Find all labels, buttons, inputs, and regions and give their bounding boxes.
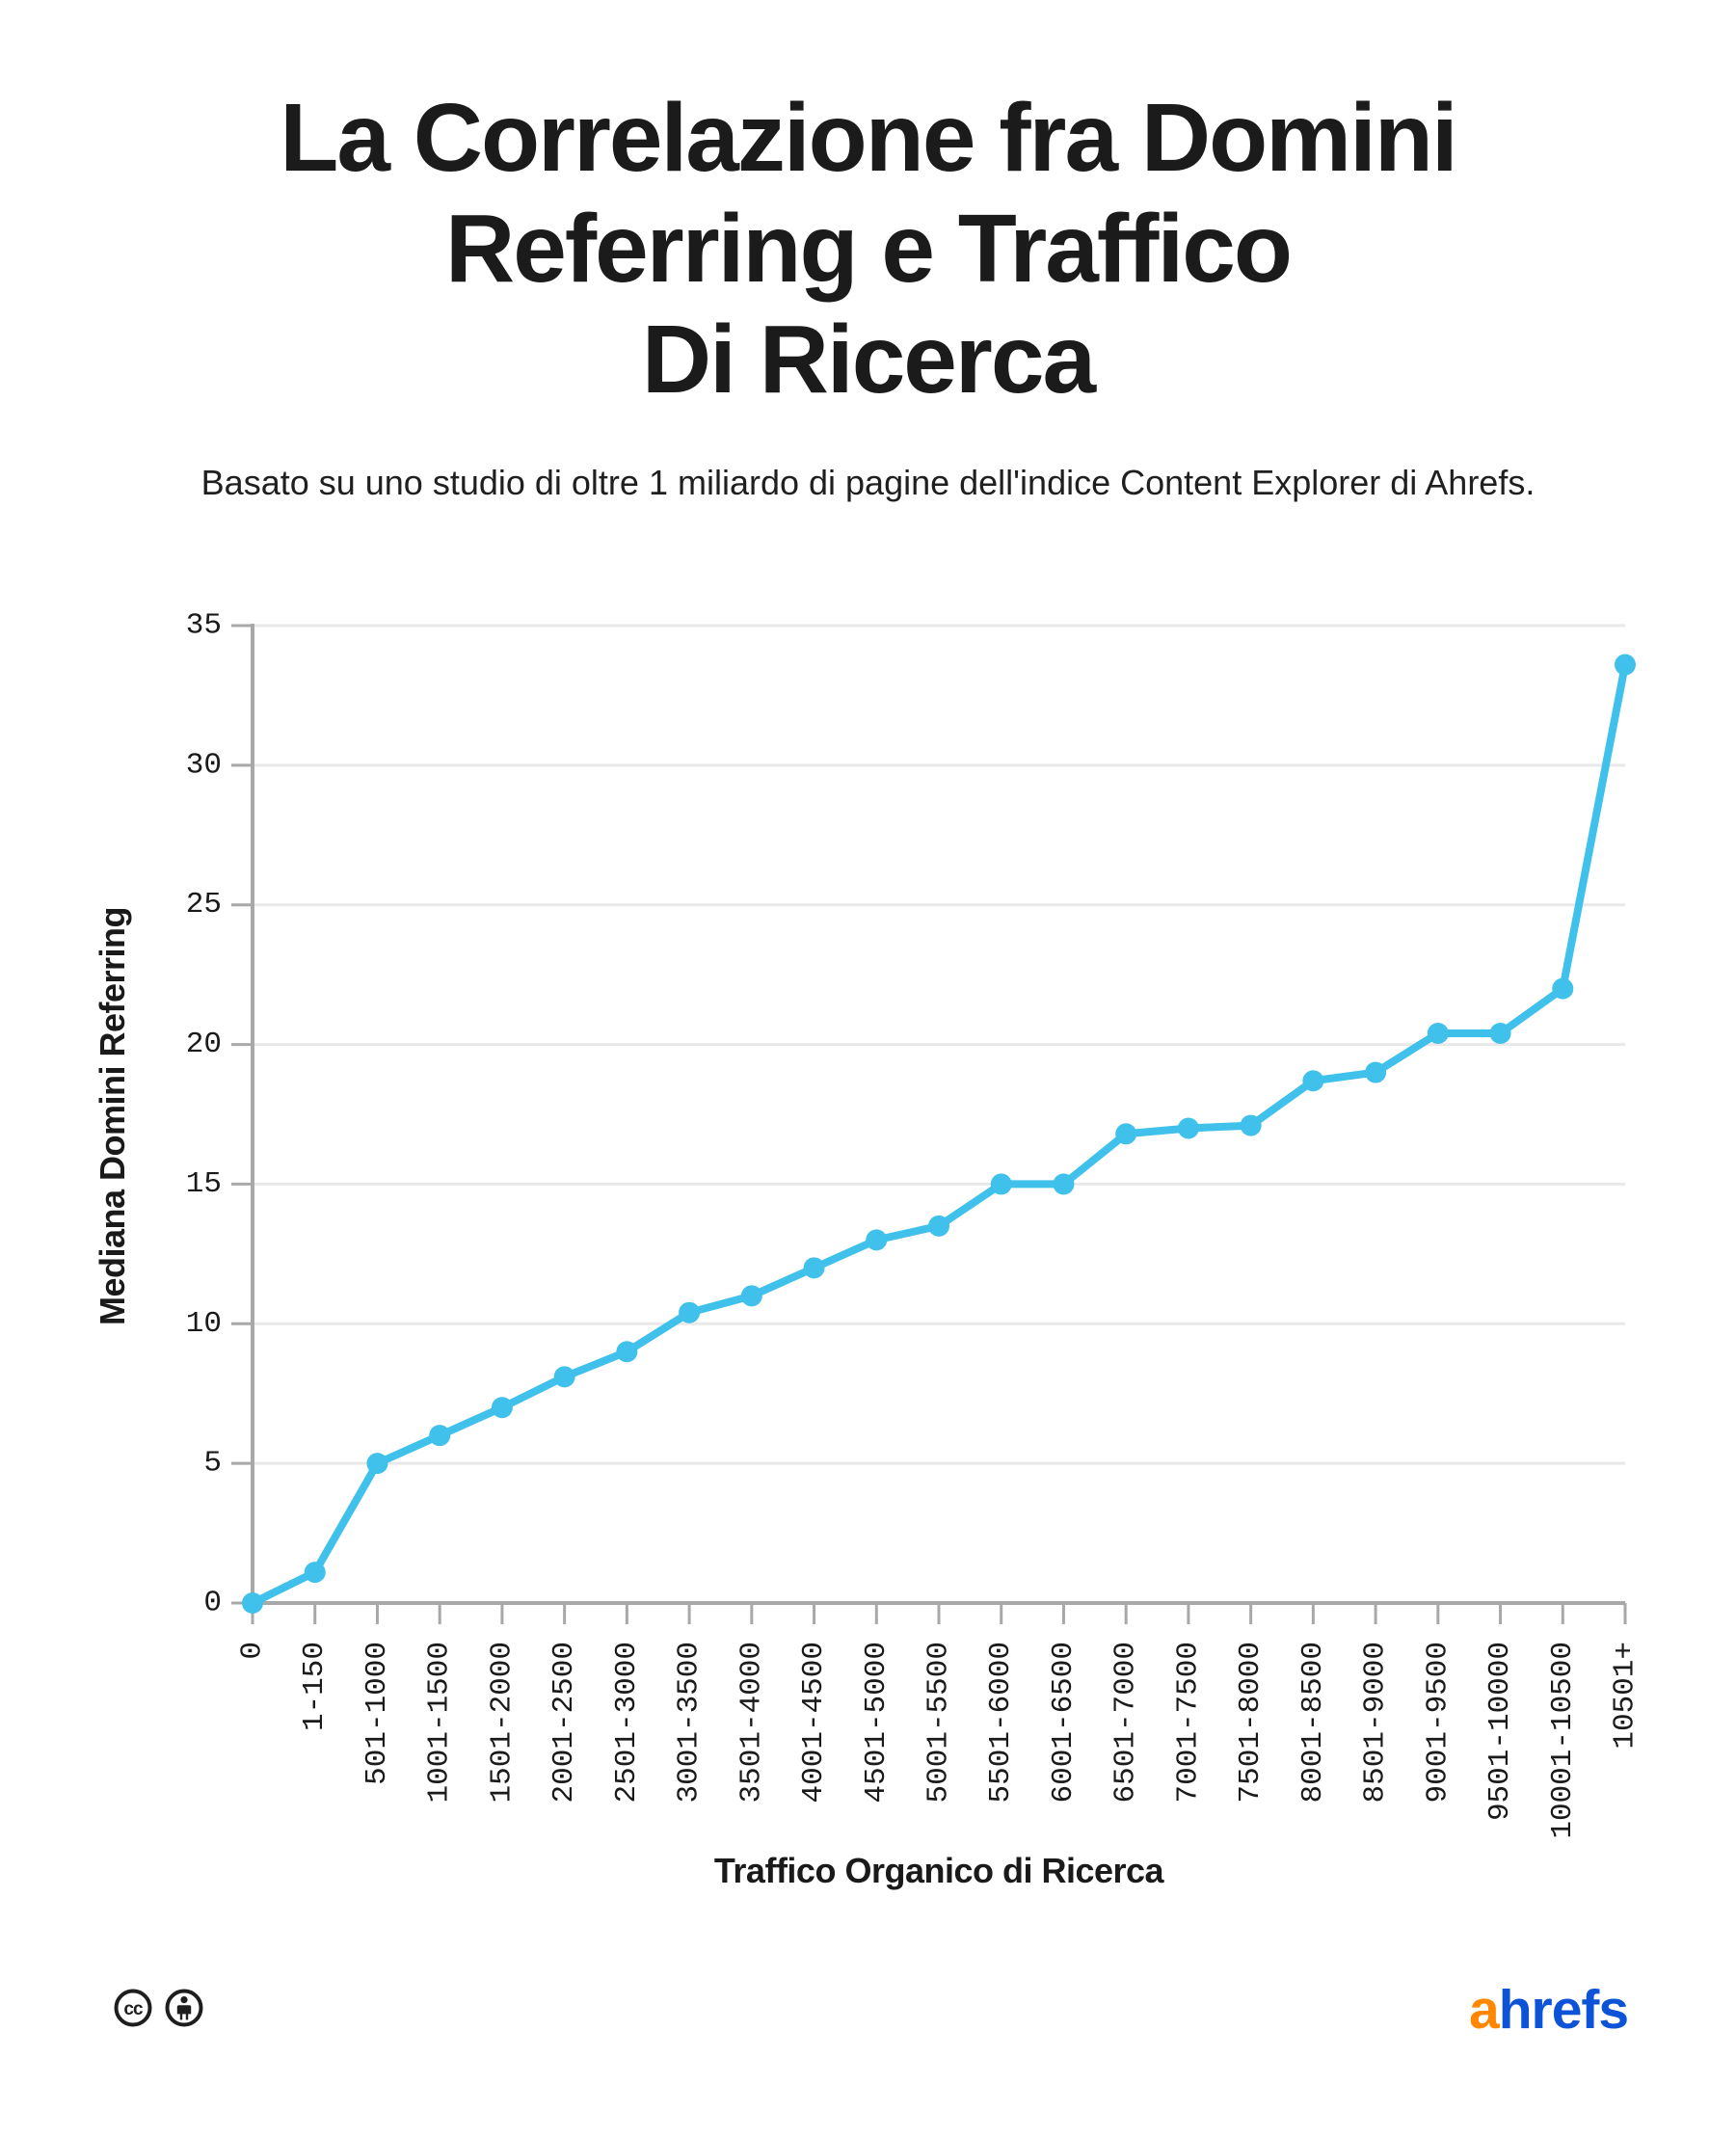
data-point (1615, 654, 1636, 676)
svg-text:cc: cc (123, 1999, 144, 2019)
header: La Correlazione fra Domini Referring e T… (0, 83, 1736, 504)
y-axis-title: Mediana Domini Referring (93, 906, 132, 1326)
footer: cc ahrefs (0, 1976, 1736, 2044)
data-point (1115, 1123, 1137, 1145)
data-point (429, 1425, 451, 1447)
x-tick-label: 8501-9000 (1359, 1642, 1393, 1803)
x-tick-label: 4501-5000 (860, 1642, 894, 1803)
data-point (866, 1229, 888, 1251)
data-point (1489, 1022, 1511, 1044)
data-point (803, 1257, 825, 1279)
data-point (366, 1453, 388, 1475)
subtitle: Basato su uno studio di oltre 1 miliardo… (200, 463, 1536, 502)
x-tick-label: 7001-7500 (1171, 1642, 1205, 1803)
x-tick-label: 6501-7000 (1109, 1642, 1143, 1803)
data-point (740, 1285, 762, 1307)
data-point (1053, 1173, 1075, 1195)
x-tick-label: 3501-4000 (734, 1642, 768, 1803)
x-tick-label: 501-1000 (361, 1642, 394, 1785)
ahrefs-logo: ahrefs (1469, 1978, 1629, 2042)
x-tick-label: 5001-5500 (922, 1642, 956, 1803)
data-point (616, 1341, 638, 1363)
y-tick-label: 35 (186, 609, 222, 643)
y-tick-label: 10 (186, 1307, 222, 1341)
x-tick-label: 4001-4500 (797, 1642, 831, 1803)
x-tick-label: 2001-2500 (548, 1642, 581, 1803)
ahrefs-logo-hrefs: hrefs (1498, 1979, 1629, 2041)
ahrefs-logo-a: a (1469, 1979, 1500, 2041)
data-point (1427, 1022, 1449, 1044)
data-point (1177, 1117, 1199, 1139)
data-point (679, 1301, 701, 1323)
data-point (928, 1215, 949, 1237)
x-tick-label: 9501-10000 (1483, 1642, 1517, 1821)
data-point (990, 1173, 1012, 1195)
page-title-line-2: Referring e Traffico (445, 195, 1293, 303)
cc-icon: cc (114, 1989, 152, 2027)
license-icons: cc (112, 1987, 205, 2029)
x-tick-label: 3001-3500 (673, 1642, 707, 1803)
data-point (242, 1592, 263, 1614)
y-tick-label: 15 (186, 1167, 222, 1201)
data-point (491, 1397, 513, 1419)
x-tick-label: 1-150 (298, 1642, 332, 1731)
x-axis-title: Traffico Organico di Ricerca (713, 1851, 1164, 1890)
x-tick-label: 8001-8500 (1296, 1642, 1330, 1803)
x-tick-label: 6001-6500 (1047, 1642, 1081, 1803)
data-point (1302, 1070, 1324, 1092)
x-tick-label: 7501-8000 (1234, 1642, 1268, 1803)
x-tick-label: 0 (236, 1642, 270, 1660)
data-point (304, 1562, 326, 1584)
data-point (1365, 1061, 1387, 1083)
data-point (553, 1366, 575, 1388)
x-tick-label: 5501-6000 (984, 1642, 1018, 1803)
x-tick-label: 10001-10500 (1546, 1642, 1580, 1839)
x-tick-label: 2501-3000 (610, 1642, 644, 1803)
page-title-line-1: La Correlazione fra Domini (280, 84, 1457, 192)
y-tick-label: 25 (186, 888, 222, 922)
y-tick-label: 0 (203, 1587, 222, 1620)
cc-by-icon (165, 1989, 203, 2027)
data-point (1240, 1114, 1262, 1136)
x-tick-label: 1501-2000 (485, 1642, 519, 1803)
y-tick-label: 30 (186, 748, 222, 782)
page-title-line-3: Di Ricerca (641, 306, 1096, 414)
y-tick-label: 5 (203, 1447, 222, 1481)
x-tick-label: 1001-1500 (423, 1642, 457, 1803)
x-tick-label: 10501+ (1609, 1642, 1643, 1750)
x-tick-label: 9001-9500 (1421, 1642, 1455, 1803)
data-point (1552, 977, 1574, 1000)
y-tick-label: 20 (186, 1028, 222, 1061)
